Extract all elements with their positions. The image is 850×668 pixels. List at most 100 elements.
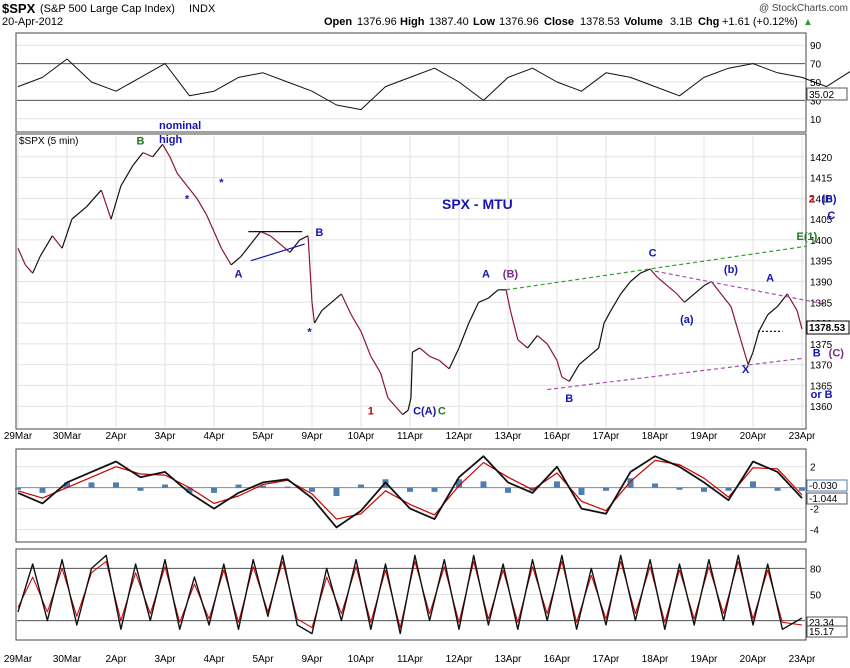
price-x-tick-label: 30Mar xyxy=(53,431,82,442)
macd-histogram-bar xyxy=(260,485,266,488)
volume-label: Volume xyxy=(624,16,663,28)
price-line-segment xyxy=(394,405,404,415)
price-y-tick-label: 1365 xyxy=(810,381,833,392)
macd-histogram-bar xyxy=(113,482,119,488)
price-x-tick-label: 9Apr xyxy=(301,431,323,442)
price-line-segment xyxy=(740,339,749,365)
price-line-segment xyxy=(429,355,440,362)
price-line-segment xyxy=(360,331,372,357)
high-value: 1387.40 xyxy=(429,16,469,28)
wave-label: C(A) xyxy=(413,406,437,418)
macd-histogram-bar xyxy=(333,487,340,497)
price-line-segment xyxy=(350,314,362,332)
wave-label: * xyxy=(219,177,224,189)
price-y-tick-label: 1360 xyxy=(810,402,833,413)
price-y-tick-label: 1410 xyxy=(810,194,833,205)
price-line-segment xyxy=(370,356,382,374)
macd-histogram-bar xyxy=(603,487,609,491)
price-x-tick-label: 13Apr xyxy=(495,431,522,442)
wave-label: (B) xyxy=(503,268,519,280)
close-label: Close xyxy=(544,16,574,28)
price-x-tick-label: 5Apr xyxy=(252,431,274,442)
macd-y-tick-label: -2 xyxy=(810,505,819,516)
rsi-y-tick-label: 90 xyxy=(810,41,822,52)
price-line-segment xyxy=(142,152,153,158)
stoch-x-tick-label: 10Apr xyxy=(348,654,375,665)
open-label: Open xyxy=(324,16,352,28)
price-y-tick-label: 1400 xyxy=(810,236,833,247)
price-line-segment xyxy=(509,310,519,340)
close-value: 1378.53 xyxy=(580,16,620,28)
macd-histogram-bar xyxy=(725,487,732,491)
price-line-segment xyxy=(684,293,695,303)
price-line-segment xyxy=(657,276,668,287)
wave-label: (b) xyxy=(724,264,738,276)
wave-label: * xyxy=(185,194,190,206)
price-y-tick-label: 1420 xyxy=(810,153,833,164)
rsi-y-tick-label: 70 xyxy=(810,60,822,71)
price-line-segment xyxy=(556,360,563,378)
macd-signal-last-value-badge: -1.044 xyxy=(806,492,848,505)
price-x-tick-label: 16Apr xyxy=(544,431,571,442)
rsi-y-tick-label: 30 xyxy=(810,96,822,107)
price-x-tick-label: 2Apr xyxy=(105,431,127,442)
flag-bottom-line xyxy=(250,243,305,262)
stoch-x-tick-label: 18Apr xyxy=(642,654,669,665)
exchange: INDX xyxy=(189,3,216,15)
wave-label: (C) xyxy=(829,347,845,359)
svg-text:23.34: 23.34 xyxy=(809,618,834,629)
macd-histogram-bar xyxy=(211,487,217,493)
macd-histogram-bar xyxy=(774,487,781,491)
stoch-d-last-value-badge: 15.17 xyxy=(806,625,848,638)
price-line-segment xyxy=(213,231,222,249)
stoch-y-tick-label: 80 xyxy=(810,564,822,575)
price-x-tick-label: 12Apr xyxy=(446,431,473,442)
macd-histogram-bar xyxy=(64,482,70,488)
stoch-x-tick-label: 13Apr xyxy=(495,654,522,665)
price-x-tick-label: 18Apr xyxy=(642,431,669,442)
wave-label: C xyxy=(827,210,835,222)
price-line-segment xyxy=(71,206,87,220)
price-line-segment xyxy=(100,189,112,220)
macd-panel-frame xyxy=(15,448,807,543)
macd-y-tick-label: 2 xyxy=(810,463,816,474)
symbol: $SPX xyxy=(2,1,36,16)
price-line-segment xyxy=(17,248,26,266)
price-y-tick-label: 1390 xyxy=(810,278,833,289)
stoch-x-tick-label: 23Apr xyxy=(789,654,816,665)
price-line-segment xyxy=(321,301,332,312)
price-line-segment xyxy=(196,198,208,216)
price-line-segment xyxy=(206,214,215,232)
stoch-panel-frame xyxy=(15,548,807,641)
macd-histogram-bar xyxy=(358,484,364,488)
price-line-segment xyxy=(186,185,198,199)
price-line-segment xyxy=(340,293,352,316)
macd-histogram-bar xyxy=(578,487,585,495)
price-line-segment xyxy=(51,235,63,249)
price-line-segment xyxy=(61,218,73,249)
wave-label: or B xyxy=(811,389,833,401)
stoch-x-tick-label: 29Mar xyxy=(4,654,33,665)
macd-histogram-bar xyxy=(676,487,683,490)
price-line-segment xyxy=(152,143,164,158)
price-line-segment xyxy=(752,331,760,353)
macd-histogram-bar xyxy=(799,487,805,491)
price-line-segment xyxy=(39,235,53,257)
svg-text:-0.030: -0.030 xyxy=(809,481,838,492)
svg-text:-1.044: -1.044 xyxy=(809,494,838,505)
macd-histogram-bar xyxy=(39,487,46,493)
price-line-segment xyxy=(649,268,658,278)
price-y-tick-label: 1395 xyxy=(810,257,833,268)
price-line-segment xyxy=(24,264,34,274)
price-x-tick-label: 11Apr xyxy=(397,431,424,442)
price-line-segment xyxy=(289,239,301,253)
macd-histogram-bar xyxy=(137,487,144,491)
price-line-segment xyxy=(758,314,769,332)
wave-label: (B) xyxy=(821,194,837,206)
stoch-x-tick-label: 4Apr xyxy=(203,654,225,665)
price-y-tick-label: 1415 xyxy=(810,174,833,185)
price-line-segment xyxy=(402,409,409,416)
macd-histogram-bar xyxy=(15,487,21,490)
price-line-segment xyxy=(478,297,489,303)
